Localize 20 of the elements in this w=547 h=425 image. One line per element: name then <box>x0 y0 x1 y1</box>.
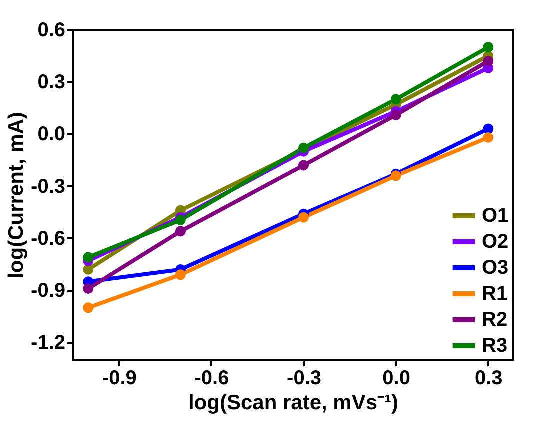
legend-label: O3 <box>482 257 509 279</box>
y-tick-label: 0.0 <box>38 124 66 146</box>
legend-label: R2 <box>482 309 508 331</box>
y-tick-label: -0.3 <box>31 176 66 198</box>
y-tick-label: 0.6 <box>38 20 66 42</box>
y-tick-label: -1.2 <box>31 332 66 354</box>
x-tick-label: -0.6 <box>194 368 230 390</box>
x-tick-label: 0.3 <box>474 368 503 390</box>
x-tick-label: -0.3 <box>287 368 322 390</box>
y-axis-title: log(Current, mA) <box>5 112 28 279</box>
y-tick-label: -0.6 <box>31 228 66 250</box>
x-tick-label: -0.9 <box>102 368 137 390</box>
legend-label: O1 <box>482 205 509 227</box>
legend-label: R3 <box>482 335 508 357</box>
legend-label: O2 <box>482 231 509 253</box>
y-tick-label: 0.3 <box>38 72 66 94</box>
y-tick-label: -0.9 <box>31 280 66 302</box>
legend-label: R1 <box>482 283 508 305</box>
x-tick-label: 0.0 <box>382 368 410 390</box>
x-axis-title: log(Scan rate, mVs⁻¹) <box>188 392 399 414</box>
